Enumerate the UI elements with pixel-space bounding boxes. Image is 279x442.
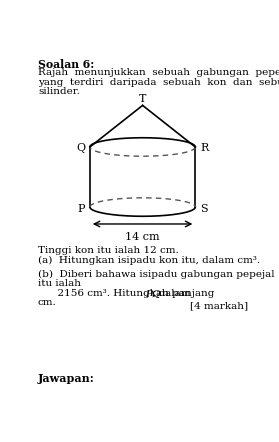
- Text: Soalan 6:: Soalan 6:: [38, 59, 94, 70]
- Text: itu ialah: itu ialah: [38, 279, 81, 289]
- Text: S: S: [200, 204, 208, 213]
- Text: [4 markah]: [4 markah]: [190, 302, 248, 311]
- Text: Q: Q: [76, 143, 85, 153]
- Text: (a)  Hitungkan isipadu kon itu, dalam cm³.: (a) Hitungkan isipadu kon itu, dalam cm³…: [38, 256, 260, 266]
- Text: P: P: [78, 204, 85, 213]
- Text: silinder.: silinder.: [38, 87, 80, 96]
- Text: Tinggi kon itu ialah 12 cm.: Tinggi kon itu ialah 12 cm.: [38, 246, 179, 255]
- Text: T: T: [139, 94, 146, 104]
- Text: 2156 cm³. Hitungkan panjang: 2156 cm³. Hitungkan panjang: [38, 289, 218, 297]
- Text: R: R: [200, 143, 208, 153]
- Text: Jawapan:: Jawapan:: [38, 373, 95, 384]
- Text: (b)  Diberi bahawa isipadu gabungan pepejal: (b) Diberi bahawa isipadu gabungan pepej…: [38, 270, 275, 279]
- Text: 14 cm: 14 cm: [125, 232, 160, 242]
- Text: yang  terdiri  daripada  sebuah  kon  dan  sebuah: yang terdiri daripada sebuah kon dan seb…: [38, 78, 279, 87]
- Text: PQ: PQ: [145, 289, 160, 297]
- Text: , dalam: , dalam: [152, 289, 191, 297]
- Text: cm.: cm.: [38, 298, 57, 307]
- Text: Rajah  menunjukkan  sebuah  gabungan  pepejal: Rajah menunjukkan sebuah gabungan pepeja…: [38, 69, 279, 77]
